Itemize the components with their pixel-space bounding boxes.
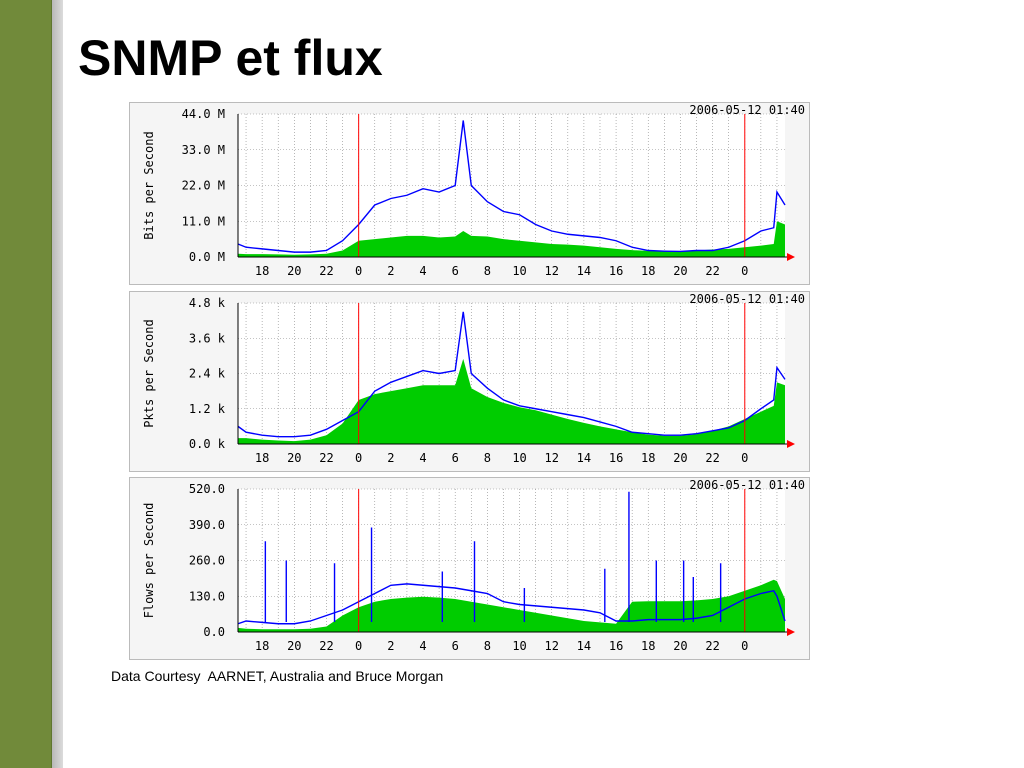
x-tick-label: 0 bbox=[741, 264, 748, 278]
x-tick-label: 20 bbox=[673, 264, 687, 278]
x-tick-label: 6 bbox=[452, 451, 459, 465]
x-tick-label: 20 bbox=[287, 451, 301, 465]
x-tick-label: 16 bbox=[609, 451, 623, 465]
y-axis-label: Flows per Second bbox=[142, 503, 156, 619]
chart-bits-svg: 18 20 22 0 2 4 6 8 10 12 14 16 18 20 22 0 0.0 M 11.0 M 22.… bbox=[129, 102, 810, 285]
left-accent-bar bbox=[0, 0, 52, 768]
x-tick-label: 18 bbox=[255, 639, 269, 653]
y-tick-label: 0.0 k bbox=[189, 437, 226, 451]
chart-pkts-per-second: 18 20 22 0 2 4 6 8 10 12 14 16 18 20 22 0 0.0 k 1.2 k 2.4 … bbox=[129, 291, 810, 472]
x-tick-label: 22 bbox=[705, 639, 719, 653]
x-tick-label: 22 bbox=[705, 264, 719, 278]
x-tick-label: 2 bbox=[387, 264, 394, 278]
series-line-out bbox=[237, 120, 786, 253]
chart-bits-per-second: 18 20 22 0 2 4 6 8 10 12 14 16 18 20 22 0 0.0 M 11.0 M 22.… bbox=[129, 102, 810, 285]
y-tick-label: 390.0 bbox=[189, 518, 225, 532]
x-tick-label: 10 bbox=[512, 451, 526, 465]
y-tick-label: 22.0 M bbox=[182, 179, 225, 193]
y-tick-label: 44.0 M bbox=[182, 107, 225, 121]
x-tick-label: 14 bbox=[577, 639, 591, 653]
x-tick-label: 0 bbox=[355, 639, 362, 653]
x-tick-label: 22 bbox=[705, 451, 719, 465]
x-axis-arrow bbox=[787, 628, 795, 636]
series-line-out bbox=[237, 583, 786, 625]
y-tick-label: 3.6 k bbox=[189, 331, 226, 345]
x-tick-label: 16 bbox=[609, 264, 623, 278]
y-tick-label: 0.0 bbox=[203, 625, 225, 639]
chart-flows-per-second: 18 20 22 0 2 4 6 8 10 12 14 16 18 20 22 0 0.0 130.0 260.0 3… bbox=[129, 477, 810, 660]
timestamp-label: 2006-05-12 01:40 bbox=[689, 478, 805, 492]
x-tick-label: 8 bbox=[484, 639, 491, 653]
x-tick-label: 2 bbox=[387, 451, 394, 465]
timestamp-label: 2006-05-12 01:40 bbox=[689, 292, 805, 306]
x-tick-label: 0 bbox=[355, 451, 362, 465]
slide-title: SNMP et flux bbox=[78, 30, 383, 86]
x-tick-label: 20 bbox=[287, 639, 301, 653]
y-tick-label: 0.0 M bbox=[189, 250, 225, 264]
y-tick-label: 4.8 k bbox=[189, 296, 226, 310]
x-tick-label: 18 bbox=[641, 264, 655, 278]
x-tick-label: 20 bbox=[287, 264, 301, 278]
x-tick-label: 4 bbox=[419, 639, 426, 653]
chart-pkts-svg: 18 20 22 0 2 4 6 8 10 12 14 16 18 20 22 0 0.0 k 1.2 k 2.4 … bbox=[129, 291, 810, 472]
y-axis-label: Pkts per Second bbox=[142, 319, 156, 427]
x-tick-label: 18 bbox=[641, 451, 655, 465]
y-axis-label: Bits per Second bbox=[142, 131, 156, 239]
x-tick-label: 0 bbox=[355, 264, 362, 278]
x-tick-label: 4 bbox=[419, 264, 426, 278]
data-courtesy-caption: Data Courtesy AARNET, Australia and Bruc… bbox=[111, 668, 444, 684]
x-tick-label: 8 bbox=[484, 264, 491, 278]
y-tick-label: 11.0 M bbox=[182, 214, 225, 228]
x-axis-arrow bbox=[787, 253, 795, 261]
x-tick-label: 16 bbox=[609, 639, 623, 653]
x-tick-label: 20 bbox=[673, 451, 687, 465]
chart-flows-svg: 18 20 22 0 2 4 6 8 10 12 14 16 18 20 22 0 0.0 130.0 260.0 3… bbox=[129, 477, 810, 660]
x-tick-label: 0 bbox=[741, 451, 748, 465]
y-tick-label: 260.0 bbox=[189, 554, 225, 568]
x-tick-label: 12 bbox=[544, 264, 558, 278]
series-area-in bbox=[238, 358, 785, 444]
x-tick-label: 12 bbox=[544, 639, 558, 653]
left-shadow-strip bbox=[52, 0, 63, 768]
y-tick-label: 130.0 bbox=[189, 589, 225, 603]
x-tick-label: 18 bbox=[641, 639, 655, 653]
series-area-in bbox=[238, 221, 785, 257]
x-tick-label: 6 bbox=[452, 264, 459, 278]
x-tick-label: 8 bbox=[484, 451, 491, 465]
x-tick-label: 10 bbox=[512, 264, 526, 278]
x-tick-label: 20 bbox=[673, 639, 687, 653]
x-axis-arrow bbox=[787, 440, 795, 448]
series-line-out bbox=[237, 311, 786, 438]
x-tick-label: 6 bbox=[452, 639, 459, 653]
x-tick-label: 0 bbox=[741, 639, 748, 653]
x-tick-label: 18 bbox=[255, 451, 269, 465]
x-tick-label: 2 bbox=[387, 639, 394, 653]
x-tick-label: 12 bbox=[544, 451, 558, 465]
x-tick-label: 10 bbox=[512, 639, 526, 653]
x-tick-label: 18 bbox=[255, 264, 269, 278]
x-tick-label: 4 bbox=[419, 451, 426, 465]
y-tick-label: 2.4 k bbox=[189, 367, 226, 381]
x-tick-label: 22 bbox=[319, 264, 333, 278]
y-tick-label: 33.0 M bbox=[182, 143, 225, 157]
y-tick-label: 520.0 bbox=[189, 482, 225, 496]
x-tick-label: 14 bbox=[577, 451, 591, 465]
y-tick-label: 1.2 k bbox=[189, 402, 226, 416]
x-tick-label: 22 bbox=[319, 639, 333, 653]
x-tick-label: 22 bbox=[319, 451, 333, 465]
timestamp-label: 2006-05-12 01:40 bbox=[689, 103, 805, 117]
x-tick-label: 14 bbox=[577, 264, 591, 278]
